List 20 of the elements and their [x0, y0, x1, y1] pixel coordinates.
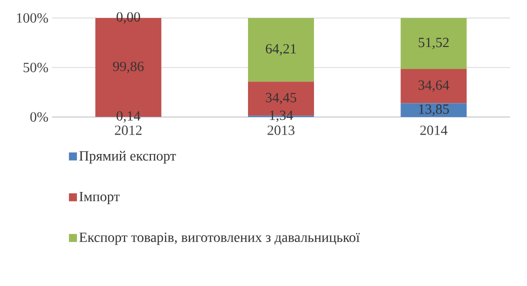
- data-label: 34,45: [266, 92, 296, 104]
- data-label: 64,21: [266, 44, 296, 56]
- data-label: 51,52: [418, 38, 449, 50]
- y-tick-label: 50%: [24, 62, 48, 72]
- y-tick-label: 0%: [30, 112, 48, 122]
- data-label: 99,86: [113, 62, 144, 74]
- y-tick-label: 100%: [17, 13, 48, 23]
- bar: [248, 18, 314, 82]
- x-tick-label: 2013: [268, 126, 294, 135]
- data-label: 1,34: [270, 110, 294, 122]
- legend-label: Експорт товарів, виготовлених з давальницької: [79, 232, 360, 245]
- x-tick-label: 2014: [420, 126, 448, 135]
- bar: [400, 68, 467, 104]
- legend-label: Імпорт: [79, 192, 120, 204]
- bar: [400, 18, 467, 69]
- bar: [400, 103, 467, 117]
- data-label: 34,64: [418, 80, 450, 92]
- x-tick-label: 2012: [114, 126, 142, 135]
- data-label: 13,85: [419, 104, 449, 116]
- legend-label: Прямий експорт: [79, 150, 176, 164]
